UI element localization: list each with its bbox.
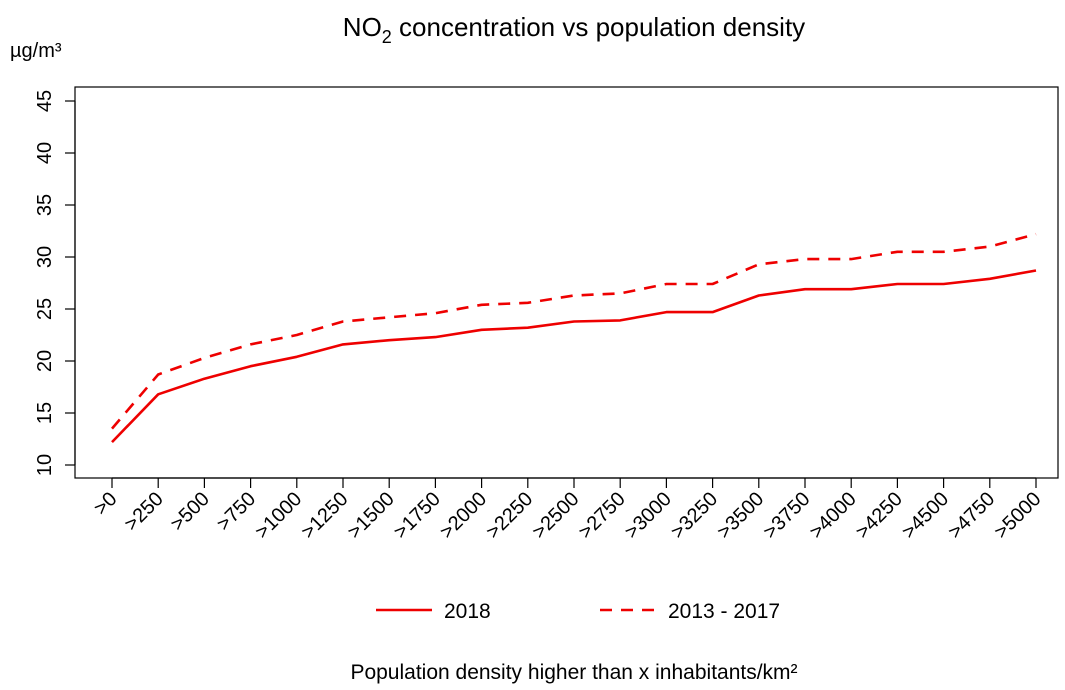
x-tick-label-1750: >1750 — [390, 488, 445, 543]
y-tick-label-35: 35 — [34, 194, 56, 216]
x-tick-label-4500: >4500 — [898, 488, 953, 543]
x-tick-label-1000: >1000 — [251, 488, 306, 543]
x-tick-label-4250: >4250 — [852, 488, 907, 543]
x-tick-label-2750: >2750 — [574, 488, 629, 543]
x-tick-label-500: >500 — [167, 488, 214, 535]
x-tick-label-3250: >3250 — [667, 488, 722, 543]
y-axis: 10 15 20 25 30 35 40 45 — [34, 90, 76, 476]
x-tick-label-5000: >5000 — [990, 488, 1045, 543]
x-tick-label-250: >250 — [120, 488, 167, 535]
chart-title-suffix: concentration vs population density — [392, 12, 805, 42]
chart-title-prefix: NO — [343, 12, 382, 42]
x-tick-label-0: >0 — [90, 488, 122, 520]
series-layer — [111, 232, 1037, 444]
x-tick-label-3500: >3500 — [713, 488, 768, 543]
x-tick-label-3750: >3750 — [759, 488, 814, 543]
chart-title-subscript: 2 — [382, 27, 392, 47]
legend: 2018 2013 - 2017 — [376, 600, 780, 623]
y-tick-label-20: 20 — [34, 350, 56, 372]
x-tick-label-2250: >2250 — [482, 488, 537, 543]
x-tick-label-3000: >3000 — [621, 488, 676, 543]
y-tick-label-25: 25 — [34, 298, 56, 320]
x-tick-label-1500: >1500 — [343, 488, 398, 543]
x-axis-label: Population density higher than x inhabit… — [350, 661, 797, 684]
legend-label-2018: 2018 — [444, 600, 491, 623]
series-line-2013-2017 — [111, 232, 1037, 430]
x-axis: >0>250>500>750>1000>1250>1500>1750>2000>… — [90, 477, 1046, 543]
plot-frame — [74, 86, 1059, 479]
legend-label-2013-2017: 2013 - 2017 — [668, 600, 780, 623]
y-tick-label-10: 10 — [34, 454, 56, 476]
x-tick-label-1250: >1250 — [297, 488, 352, 543]
series-line-2018 — [111, 269, 1037, 444]
x-tick-label-2000: >2000 — [436, 488, 491, 543]
y-tick-label-40: 40 — [34, 142, 56, 164]
y-tick-label-15: 15 — [34, 402, 56, 424]
y-tick-label-30: 30 — [34, 246, 56, 268]
x-tick-label-4000: >4000 — [805, 488, 860, 543]
y-tick-label-45: 45 — [34, 90, 56, 112]
chart-title: NO2 concentration vs population density — [343, 12, 805, 47]
x-tick-label-2500: >2500 — [528, 488, 583, 543]
y-axis-unit-label: µg/m³ — [10, 40, 62, 62]
x-tick-label-4750: >4750 — [944, 488, 999, 543]
